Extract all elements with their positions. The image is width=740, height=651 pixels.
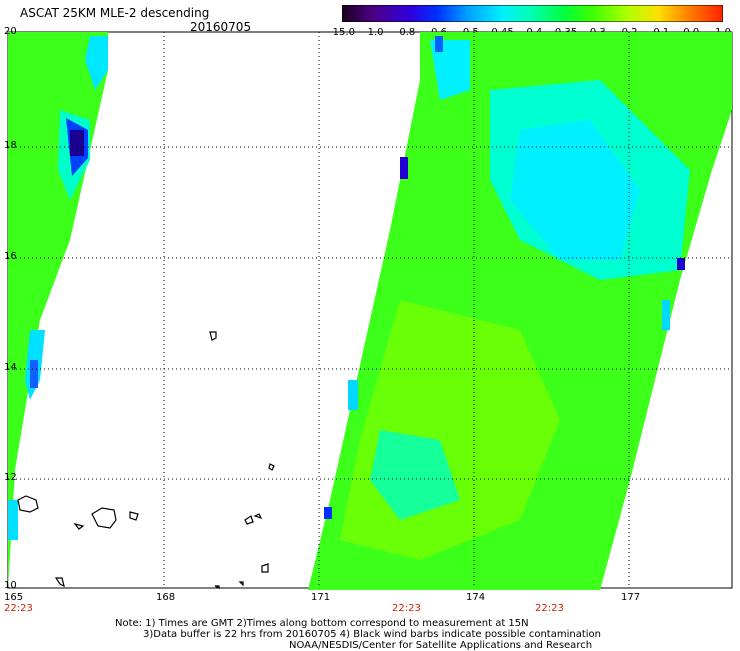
grid xyxy=(8,32,732,588)
x-tick-168: 168 xyxy=(156,592,176,603)
y-tick-10: 10 xyxy=(4,580,17,591)
note-line-3: NOAA/NESDIS/Center for Satellite Applica… xyxy=(289,640,593,651)
x-tick-177: 177 xyxy=(621,592,641,603)
right-swath-blue-1 xyxy=(435,36,443,52)
y-tick-16: 16 xyxy=(4,251,17,262)
right-swath-cyan-3 xyxy=(430,40,470,100)
note-line-1: Note: 1) Times are GMT 2)Times along bot… xyxy=(115,618,529,629)
y-tick-14: 14 xyxy=(4,362,17,373)
x-tick-171: 171 xyxy=(311,592,331,603)
right-swath-cyan-4 xyxy=(662,300,670,330)
y-tick-18: 18 xyxy=(4,140,17,151)
note-line-2: 3)Data buffer is 22 hrs from 20160705 4)… xyxy=(143,629,601,640)
time-label-3: 22:23 xyxy=(535,603,564,614)
right-swath-blue-3 xyxy=(677,258,685,270)
map-title: ASCAT 25KM MLE-2 descending xyxy=(20,6,210,20)
right-swath-cyan-6 xyxy=(370,430,460,520)
right-swath-blue-4 xyxy=(324,507,332,519)
y-tick-20: 20 xyxy=(4,26,17,37)
island-outlines xyxy=(17,331,275,589)
x-tick-165: 165 xyxy=(4,592,24,603)
y-tick-12: 12 xyxy=(4,472,17,483)
left-swath-dark-1 xyxy=(70,130,84,156)
left-swath-cyan-3 xyxy=(8,500,18,540)
right-swath-blue-2 xyxy=(400,157,408,179)
right-swath-cyan-2 xyxy=(510,120,640,260)
left-swath-blue-2 xyxy=(30,360,38,388)
x-tick-174: 174 xyxy=(466,592,486,603)
right-swath-cyan-5 xyxy=(348,380,358,410)
colorbar xyxy=(342,5,723,22)
left-swath xyxy=(8,32,108,590)
left-swath-cyan-4 xyxy=(85,36,108,90)
map-date: 20160705 xyxy=(190,20,252,34)
time-label-1: 22:23 xyxy=(4,603,33,614)
time-label-2: 22:23 xyxy=(392,603,421,614)
